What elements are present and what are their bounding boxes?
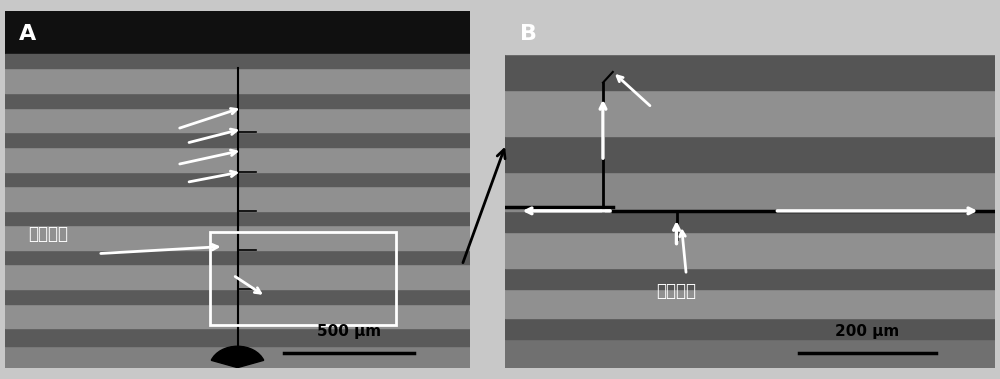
- Bar: [5, 264, 470, 289]
- Bar: [505, 232, 995, 268]
- Text: B: B: [520, 24, 537, 44]
- Bar: [5, 11, 470, 54]
- Bar: [5, 304, 470, 329]
- Text: 裂纹分叉: 裂纹分叉: [656, 282, 696, 301]
- Bar: [5, 172, 470, 186]
- Text: 500 μm: 500 μm: [317, 324, 381, 338]
- Bar: [5, 54, 470, 68]
- Bar: [5, 93, 470, 108]
- Text: 裂纹偏折: 裂纹偏折: [28, 226, 68, 243]
- Bar: [505, 136, 995, 172]
- Text: A: A: [19, 24, 36, 44]
- Bar: [5, 68, 470, 93]
- Bar: [505, 339, 995, 368]
- Bar: [5, 108, 470, 133]
- Bar: [5, 133, 470, 147]
- Text: 200 μm: 200 μm: [835, 324, 900, 338]
- Bar: [505, 289, 995, 318]
- Bar: [5, 250, 470, 264]
- Bar: [5, 225, 470, 250]
- Bar: [505, 90, 995, 136]
- Bar: [5, 211, 470, 225]
- Bar: [505, 172, 995, 211]
- Bar: [5, 289, 470, 304]
- Bar: [505, 54, 995, 90]
- Bar: [5, 186, 470, 211]
- Bar: [5, 346, 470, 368]
- Bar: [505, 11, 995, 54]
- Wedge shape: [211, 346, 264, 368]
- Bar: [505, 268, 995, 289]
- Bar: [505, 211, 995, 232]
- Bar: [5, 147, 470, 172]
- Bar: [5, 329, 470, 346]
- Bar: [210, 232, 396, 325]
- Bar: [505, 318, 995, 339]
